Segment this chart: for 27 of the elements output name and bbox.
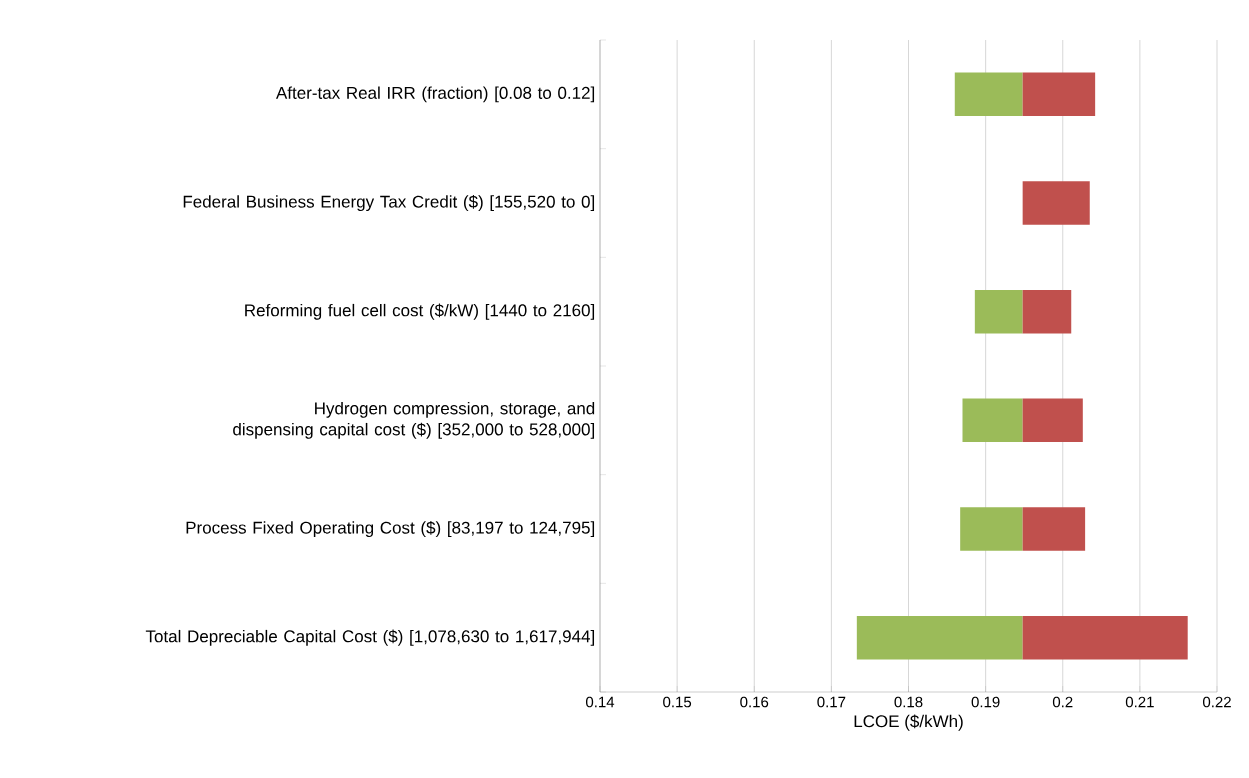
x-tick-label: 0.14 xyxy=(586,696,615,708)
bar xyxy=(974,289,1023,334)
bar xyxy=(856,615,1023,660)
bar xyxy=(1022,289,1072,334)
y-tick-label: Process Fixed Operating Cost ($) [83,197 to 124,795] xyxy=(186,520,595,538)
y-tick-label: Hydrogen compression, storage, and dispensing capital cost ($) [352,000 to 528,000] xyxy=(233,401,595,439)
bar xyxy=(1022,398,1083,443)
bar xyxy=(1022,507,1086,551)
bar xyxy=(962,398,1023,443)
x-tick-label: 0.19 xyxy=(971,696,1000,708)
y-tick-label: Reforming fuel cell cost ($/kW) [1440 to 2160] xyxy=(245,303,595,320)
x-tick-label: 0.16 xyxy=(740,696,769,708)
bar xyxy=(960,507,1023,551)
y-tick-label: Total Depreciable Capital Cost ($) [1,078,630 to 1,617,944] xyxy=(145,629,595,646)
bar xyxy=(1022,72,1096,117)
x-tick-label: 0.21 xyxy=(1125,696,1154,708)
x-axis-title: LCOE ($/kWh) xyxy=(854,714,963,731)
x-tick-label: 0.15 xyxy=(663,696,692,708)
y-tick-label: Federal Business Energy Tax Credit ($) [155,520 to 0] xyxy=(183,194,595,212)
bar xyxy=(954,72,1023,117)
y-tick-label: After-tax Real IRR (fraction) [0.08 to 0.12] xyxy=(275,86,595,103)
x-tick-label: 0.18 xyxy=(894,696,923,708)
x-tick-label: 0.17 xyxy=(817,696,846,708)
x-tick-label: 0.2 xyxy=(1052,696,1073,708)
bar xyxy=(1022,615,1188,660)
bar xyxy=(1022,181,1090,225)
x-tick-label: 0.22 xyxy=(1203,696,1231,708)
